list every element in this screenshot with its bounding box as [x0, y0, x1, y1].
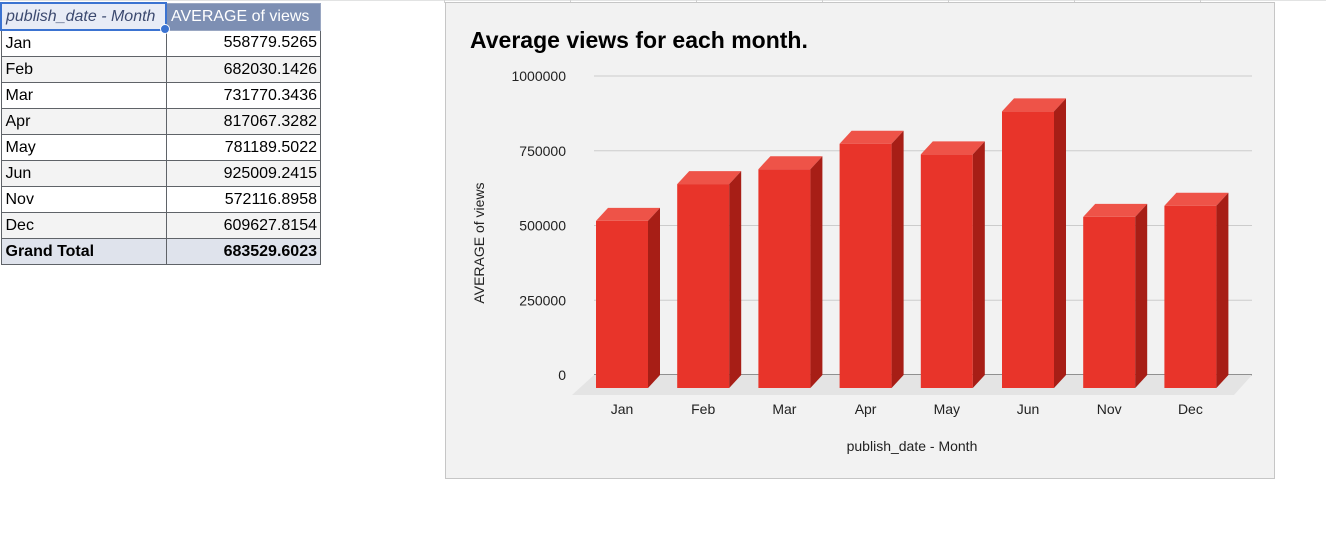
value-cell[interactable]: 609627.8154 — [165, 212, 321, 239]
value-cell[interactable]: 682030.1426 — [165, 56, 321, 83]
bar-top — [677, 171, 742, 185]
y-axis-label: AVERAGE of views — [471, 182, 487, 303]
bar-top — [1002, 98, 1066, 112]
header-cell-average[interactable]: AVERAGE of views — [165, 2, 321, 31]
bar — [839, 130, 904, 388]
table-row: May 781189.5022 — [0, 134, 321, 161]
value-cell[interactable]: 925009.2415 — [165, 160, 321, 187]
bar-side — [1216, 192, 1229, 388]
month-cell[interactable]: Feb — [0, 56, 167, 83]
month-cell[interactable]: Jan — [0, 29, 167, 57]
bar — [1164, 192, 1229, 388]
pivot-header-row: publish_date - Month AVERAGE of views — [0, 2, 321, 34]
header-cell-month[interactable]: publish_date - Month — [0, 2, 170, 34]
x-tick-label: Feb — [691, 401, 715, 417]
bar-front — [596, 220, 648, 388]
x-axis-label: publish_date - Month — [847, 438, 978, 454]
bar-side — [729, 171, 742, 388]
bar-top — [1083, 203, 1148, 217]
bar — [1002, 98, 1066, 388]
value-cell[interactable]: 558779.5265 — [165, 29, 321, 57]
x-tick-labels: Jan Feb Mar Apr May Jun Nov Dec — [611, 401, 1203, 417]
bar — [1083, 203, 1148, 388]
bar-side — [648, 207, 660, 388]
table-row: Feb 682030.1426 — [0, 56, 321, 83]
bar-front — [677, 184, 730, 388]
bar-front — [1164, 205, 1217, 388]
month-cell[interactable]: Jun — [0, 160, 167, 187]
value-cell[interactable]: 781189.5022 — [165, 134, 321, 161]
y-tick-label: 750000 — [519, 143, 566, 159]
bar-side — [891, 130, 904, 388]
bar-front — [758, 169, 811, 388]
bar-front — [1002, 111, 1054, 388]
bars — [596, 98, 1229, 388]
bar-side — [810, 156, 823, 388]
y-tick-label: 1000000 — [511, 68, 566, 84]
grand-total-row: Grand Total 683529.6023 — [0, 238, 321, 265]
table-row: Apr 817067.3282 — [0, 108, 321, 135]
x-tick-label: Mar — [772, 401, 796, 417]
column-divider — [570, 0, 571, 3]
chart-title: Average views for each month. — [470, 27, 808, 53]
table-row: Jun 925009.2415 — [0, 160, 321, 187]
value-cell[interactable]: 572116.8958 — [165, 186, 321, 213]
month-cell[interactable]: Dec — [0, 212, 167, 239]
y-tick-label: 0 — [558, 367, 566, 383]
bar — [677, 171, 742, 388]
x-tick-label: Apr — [855, 401, 877, 417]
bar — [920, 141, 985, 388]
bar-top — [596, 207, 660, 221]
x-tick-label: Dec — [1178, 401, 1203, 417]
y-tick-label: 500000 — [519, 218, 566, 234]
month-cell[interactable]: May — [0, 134, 167, 161]
chart-container[interactable]: Average views for each month. AVERAGE of… — [445, 2, 1275, 479]
month-cell[interactable]: Apr — [0, 108, 167, 135]
column-divider — [1200, 0, 1201, 3]
bar-top — [839, 130, 904, 144]
x-tick-label: Nov — [1097, 401, 1122, 417]
x-tick-label: May — [934, 401, 960, 417]
bar-top — [920, 141, 985, 155]
grand-total-label[interactable]: Grand Total — [0, 238, 167, 265]
table-row: Jan 558779.5265 — [0, 29, 321, 57]
value-cell[interactable]: 731770.3436 — [165, 82, 321, 109]
column-divider — [1074, 0, 1075, 3]
bar — [758, 156, 823, 388]
value-cell[interactable]: 817067.3282 — [165, 108, 321, 135]
bar-front — [839, 143, 892, 388]
column-divider — [444, 0, 445, 3]
y-tick-label: 250000 — [519, 292, 566, 308]
bar-front — [1083, 216, 1136, 388]
x-tick-label: Jan — [611, 401, 634, 417]
chart-floor — [572, 375, 1252, 395]
bar-top — [758, 156, 823, 170]
table-row: Mar 731770.3436 — [0, 82, 321, 109]
x-tick-label: Jun — [1017, 401, 1040, 417]
table-row: Nov 572116.8958 — [0, 186, 321, 213]
table-row: Dec 609627.8154 — [0, 212, 321, 239]
bar-top — [1164, 192, 1229, 206]
bar-side — [1054, 98, 1066, 388]
pivot-table: publish_date - Month AVERAGE of views Ja… — [0, 2, 321, 265]
y-tick-labels: 0 250000 500000 750000 1000000 — [511, 68, 566, 383]
sheet-top-border — [0, 0, 1326, 1]
bar-chart: Average views for each month. AVERAGE of… — [470, 27, 1252, 454]
column-divider — [948, 0, 949, 3]
column-divider — [822, 0, 823, 3]
bar-side — [972, 141, 985, 388]
header-month-label: publish_date - Month — [6, 7, 156, 25]
bar-side — [1135, 203, 1148, 388]
selection-fill-handle[interactable] — [160, 24, 170, 34]
month-cell[interactable]: Nov — [0, 186, 167, 213]
floor-plane — [572, 375, 1252, 395]
month-cell[interactable]: Mar — [0, 82, 167, 109]
bar — [596, 207, 660, 388]
column-divider — [696, 0, 697, 3]
grand-total-value[interactable]: 683529.6023 — [165, 238, 321, 265]
bar-front — [920, 154, 973, 388]
